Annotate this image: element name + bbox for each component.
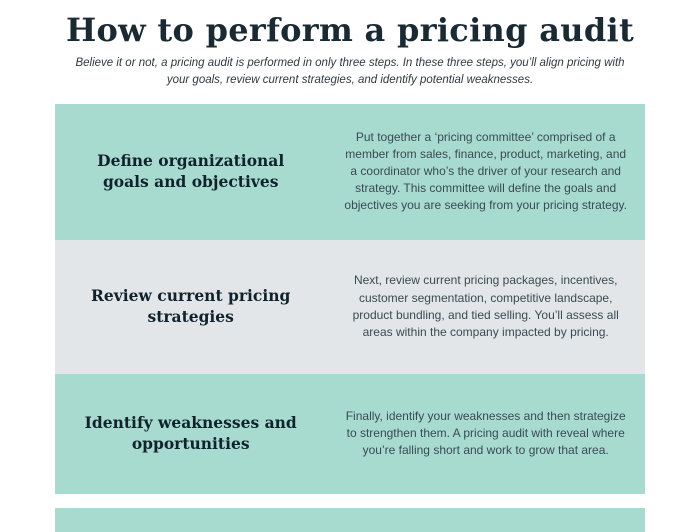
step-1-body-cell: Put together a ‘pricing committee’ compr… bbox=[326, 104, 645, 240]
step-1-heading-cell: Define organizational goals and objectiv… bbox=[55, 104, 326, 240]
step-row-2: Review current pricing strategies Next, … bbox=[55, 239, 645, 374]
step-row-3: Identify weaknesses and opportunities Fi… bbox=[55, 373, 645, 494]
step-3-heading: Identify weaknesses and opportunities bbox=[84, 412, 297, 453]
step-1-heading: Define organizational goals and objectiv… bbox=[97, 150, 285, 191]
footer-accent-bar bbox=[55, 507, 645, 532]
step-2-heading-cell: Review current pricing strategies bbox=[55, 240, 326, 374]
step-1-body: Put together a ‘pricing committee’ compr… bbox=[344, 129, 627, 213]
step-2-body: Next, review current pricing packages, i… bbox=[352, 273, 619, 339]
step-2-heading: Review current pricing strategies bbox=[91, 285, 291, 326]
step-row-1: Define organizational goals and objectiv… bbox=[55, 103, 645, 240]
step-2-body-cell: Next, review current pricing packages, i… bbox=[326, 240, 645, 374]
page-subtitle: Believe it or not, a pricing audit is pe… bbox=[75, 57, 625, 86]
step-3-body-cell: Finally, identify your weaknesses and th… bbox=[326, 374, 645, 494]
steps-table: Define organizational goals and objectiv… bbox=[55, 103, 645, 494]
step-3-body: Finally, identify your weaknesses and th… bbox=[345, 408, 626, 458]
step-3-heading-cell: Identify weaknesses and opportunities bbox=[55, 374, 326, 494]
page-title: How to perform a pricing audit bbox=[65, 11, 635, 49]
